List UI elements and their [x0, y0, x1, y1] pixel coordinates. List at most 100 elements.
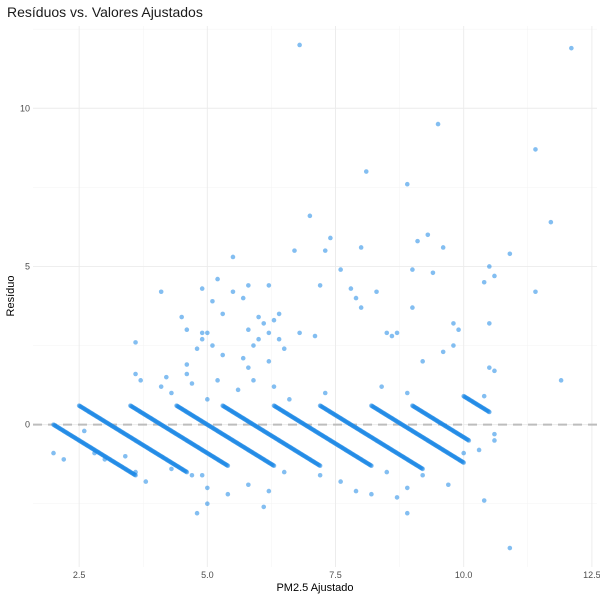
data-point [533, 147, 538, 152]
data-point [230, 289, 236, 295]
data-point [240, 355, 246, 361]
data-point [266, 359, 272, 364]
data-point [420, 359, 425, 364]
data-point [394, 330, 400, 336]
data-point [179, 314, 184, 320]
data-point [317, 472, 323, 478]
data-point [199, 330, 205, 336]
data-point [404, 485, 410, 491]
data-point [287, 397, 292, 402]
data-point [261, 504, 267, 510]
data-point [322, 390, 328, 396]
data-point [184, 371, 190, 377]
data-point [404, 181, 410, 187]
data-point [292, 248, 297, 253]
data-point [261, 321, 267, 326]
data-point [440, 349, 446, 355]
data-point [199, 286, 205, 291]
data-point [487, 321, 492, 326]
chart-title: Resíduos vs. Valores Ajustados [7, 4, 203, 20]
data-point [225, 491, 231, 497]
data-point [353, 295, 359, 301]
data-point [358, 305, 364, 310]
data-point [189, 472, 195, 478]
data-point [363, 169, 369, 174]
data-point [266, 283, 272, 288]
data-point [240, 295, 246, 301]
data-point [322, 248, 328, 253]
x-axis-title: PM2.5 Ajustado [276, 582, 353, 594]
data-point [92, 450, 97, 456]
y-axis-ticks: 0 5 10 [20, 103, 30, 429]
data-point [51, 450, 56, 456]
data-point [251, 343, 256, 348]
data-point [143, 479, 149, 484]
data-point [205, 397, 210, 402]
data-point [451, 343, 456, 348]
data-point [246, 365, 251, 370]
data-point [297, 330, 302, 336]
data-point [276, 311, 282, 317]
grid [33, 26, 597, 567]
data-point [461, 460, 466, 465]
y-tick-label: 5 [25, 261, 30, 271]
data-point [369, 491, 374, 497]
data-point [481, 279, 487, 285]
data-point [481, 393, 487, 399]
data-point [133, 472, 138, 478]
x-tick-label: 12.5 [583, 570, 600, 580]
data-point [410, 305, 415, 310]
data-point [215, 276, 220, 282]
data-point [338, 479, 343, 484]
data-point [169, 466, 174, 472]
data-point [246, 482, 251, 488]
data-point [425, 232, 431, 238]
data-point [271, 384, 277, 389]
data-point [184, 327, 190, 333]
data-point [194, 510, 200, 516]
y-tick-label: 0 [25, 420, 30, 430]
data-point [251, 378, 256, 383]
data-point [169, 390, 174, 396]
data-point [246, 327, 251, 333]
data-point [210, 343, 215, 348]
data-point [281, 469, 287, 475]
data-point [384, 330, 390, 336]
data-point [461, 450, 466, 456]
data-point [358, 245, 364, 250]
data-point [451, 321, 456, 326]
data-point [404, 390, 410, 396]
data-point [184, 469, 190, 475]
data-point [210, 298, 215, 304]
data-point [389, 333, 395, 339]
data-point [384, 469, 390, 475]
data-point [281, 346, 287, 352]
data-point [440, 245, 446, 250]
data-point [420, 466, 425, 472]
x-axis-ticks: 2.5 5.0 7.5 10.0 12.5 [73, 570, 600, 580]
data-point [158, 289, 164, 295]
data-point [338, 267, 343, 272]
data-point [420, 472, 425, 478]
data-point [256, 314, 261, 320]
data-point [246, 283, 251, 288]
y-tick-label: 10 [20, 103, 30, 113]
data-point [446, 482, 451, 488]
data-point [404, 510, 410, 516]
data-point [199, 472, 205, 478]
data-point [487, 365, 492, 370]
data-point [225, 463, 231, 469]
data-point [492, 273, 497, 279]
data-point [220, 311, 226, 317]
data-point [548, 219, 554, 225]
data-point [492, 431, 497, 437]
data-point [481, 498, 487, 503]
data-point [205, 330, 210, 336]
data-point [353, 488, 359, 494]
data-point [569, 45, 574, 51]
data-point [317, 283, 323, 288]
data-point [133, 469, 138, 475]
data-point [102, 457, 108, 462]
data-point [235, 387, 241, 393]
